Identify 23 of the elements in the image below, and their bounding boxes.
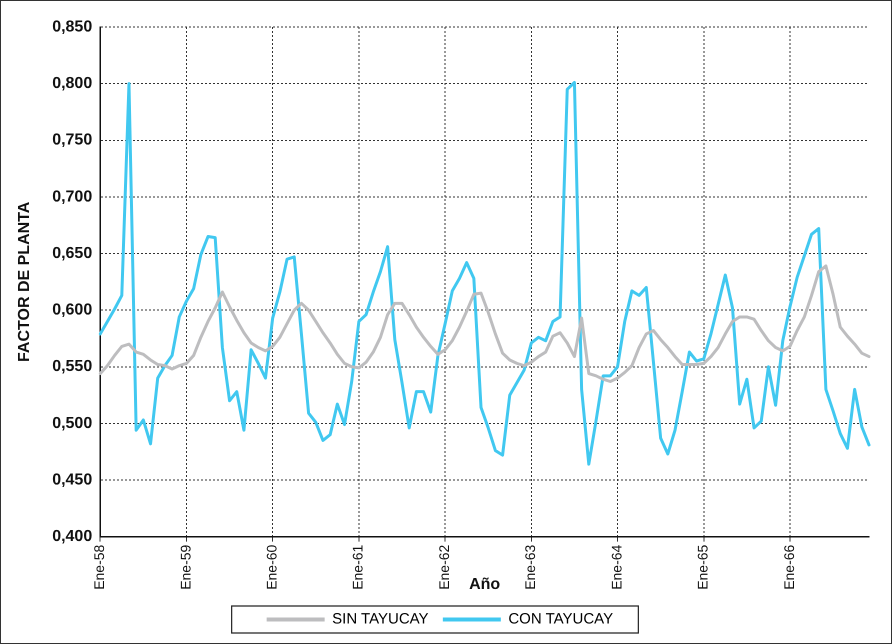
x-tick-label: Ene-60 xyxy=(264,544,280,590)
y-tick-label: 0,850 xyxy=(52,18,92,36)
y-tick-label: 0,650 xyxy=(52,244,92,262)
y-tick-label: 0,400 xyxy=(52,528,92,546)
y-tick-label: 0,550 xyxy=(52,358,92,376)
x-axis-title: Año xyxy=(469,576,500,593)
y-axis-title: FACTOR DE PLANTA xyxy=(16,201,34,362)
x-tick-label: Ene-58 xyxy=(91,544,108,590)
y-tick-label: 0,700 xyxy=(52,188,92,206)
x-tick-label: Ene-66 xyxy=(780,544,797,590)
y-tick-label: 0,500 xyxy=(52,414,92,432)
x-tick-label: Ene-59 xyxy=(177,544,194,590)
y-tick-label: 0,450 xyxy=(52,471,92,488)
x-tick-label: Ene-64 xyxy=(608,544,624,590)
y-tick-label: 0,600 xyxy=(52,302,92,319)
legend-label: SIN TAYUCAY xyxy=(332,610,429,628)
legend-label: CON TAYUCAY xyxy=(508,610,614,628)
x-tick-label: Ene-65 xyxy=(694,544,711,590)
x-tick-label: Ene-63 xyxy=(522,544,538,590)
x-tick-label: Ene-61 xyxy=(350,544,366,590)
x-tick-label: Ene-62 xyxy=(436,544,452,590)
y-tick-label: 0,750 xyxy=(52,132,92,149)
y-tick-label: 0,800 xyxy=(52,75,92,92)
